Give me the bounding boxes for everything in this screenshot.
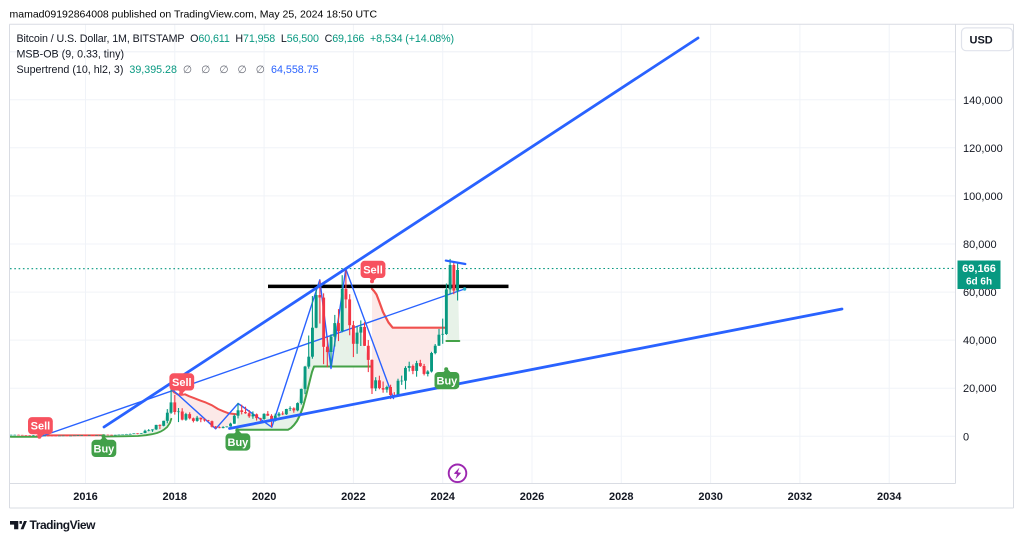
svg-text:60,000: 60,000 — [963, 287, 997, 299]
svg-text:0: 0 — [963, 431, 969, 443]
svg-text:100,000: 100,000 — [963, 191, 1003, 203]
svg-text:2016: 2016 — [73, 491, 97, 503]
svg-text:Sell: Sell — [172, 377, 192, 389]
svg-text:40,000: 40,000 — [963, 335, 997, 347]
svg-text:6d 6h: 6d 6h — [966, 277, 992, 288]
svg-text:2030: 2030 — [698, 491, 722, 503]
svg-text:2026: 2026 — [520, 491, 544, 503]
svg-text:Buy: Buy — [228, 437, 250, 449]
svg-text:2024: 2024 — [430, 491, 455, 503]
svg-text:2022: 2022 — [341, 491, 365, 503]
svg-text:TradingView: TradingView — [30, 518, 97, 532]
svg-text:120,000: 120,000 — [963, 143, 1003, 155]
svg-text:Sell: Sell — [363, 264, 383, 276]
svg-text:20,000: 20,000 — [963, 383, 997, 395]
svg-text:mamad09192864008 published on: mamad09192864008 published on TradingVie… — [10, 9, 378, 21]
svg-text:80,000: 80,000 — [963, 239, 997, 251]
svg-text:Bitcoin / U.S. Dollar, 1M, BIT: Bitcoin / U.S. Dollar, 1M, BITSTAMP O60,… — [17, 33, 455, 45]
svg-text:140,000: 140,000 — [963, 95, 1003, 107]
svg-text:2032: 2032 — [788, 491, 812, 503]
svg-text:MSB-OB (9, 0.33, tiny): MSB-OB (9, 0.33, tiny) — [17, 49, 125, 61]
svg-text:69,166: 69,166 — [962, 263, 996, 275]
svg-text:USD: USD — [970, 35, 993, 47]
svg-text:2034: 2034 — [877, 491, 902, 503]
svg-text:Buy: Buy — [94, 443, 116, 455]
svg-text:Supertrend (10, hl2, 3) 39,39: Supertrend (10, hl2, 3) 39,395.28 ∅ ∅ ∅ … — [17, 64, 319, 76]
svg-text:2018: 2018 — [163, 491, 187, 503]
svg-text:Sell: Sell — [31, 421, 51, 433]
svg-text:2028: 2028 — [609, 491, 633, 503]
svg-text:2020: 2020 — [252, 491, 276, 503]
svg-text:Buy: Buy — [437, 376, 459, 388]
